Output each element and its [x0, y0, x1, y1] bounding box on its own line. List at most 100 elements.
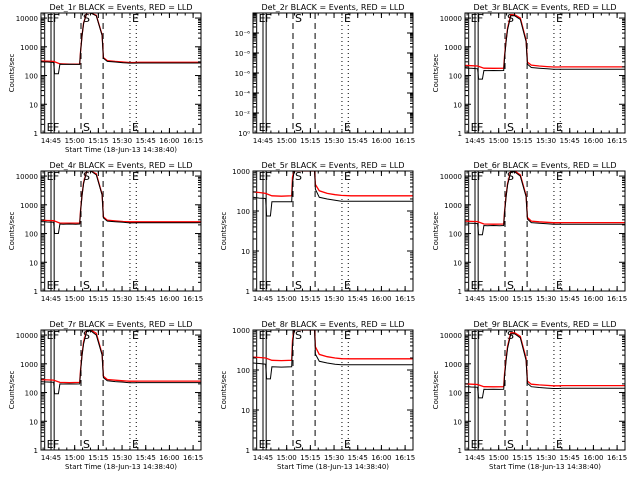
event-marker-label: E — [132, 170, 139, 183]
event-marker-label: E — [556, 12, 563, 25]
y-tick-label: 10 — [453, 259, 462, 267]
event-marker-label: F — [265, 12, 271, 25]
event-marker-label: F — [53, 121, 59, 134]
panel-title: Det_3r BLACK = Events, RED = LLD — [473, 3, 616, 12]
series-line-lld — [41, 171, 201, 224]
event-marker-label: E — [47, 329, 54, 342]
y-tick-label: 10⁰ — [238, 130, 250, 138]
series-line-lld — [41, 330, 201, 384]
y-tick-label: 1000 — [444, 44, 462, 52]
y-tick-label: 10⁻⁶ — [235, 70, 251, 78]
plot-frame — [252, 170, 414, 292]
event-marker-label: S — [507, 121, 514, 134]
panel-title: Det_4r BLACK = Events, RED = LLD — [49, 161, 192, 170]
x-tick-label: 14:45 — [253, 137, 273, 145]
event-marker-label: E — [47, 279, 54, 292]
x-tick-label: 15:45 — [348, 295, 368, 303]
event-marker-label: E — [556, 438, 563, 451]
event-marker-label: E — [259, 279, 266, 292]
y-tick-label: 1 — [458, 288, 462, 296]
y-tick-label: 1000 — [444, 202, 462, 210]
x-tick-label: 15:15 — [300, 295, 320, 303]
x-tick-label: 16:15 — [395, 295, 415, 303]
x-tick-label: 15:45 — [136, 295, 156, 303]
event-marker-label: E — [344, 329, 351, 342]
panel-title: Det_5r BLACK = Events, RED = LLD — [261, 161, 404, 170]
event-marker-label: E — [471, 329, 478, 342]
series-line-lld — [253, 330, 413, 362]
event-marker-label: E — [132, 12, 139, 25]
x-tick-label: 15:00 — [489, 137, 509, 145]
x-tick-label: 15:00 — [277, 137, 297, 145]
x-tick-label: 15:30 — [536, 454, 556, 462]
y-axis-label: Counts/sec — [432, 371, 440, 410]
y-tick-label: 1 — [458, 447, 462, 455]
x-tick-label: 15:15 — [512, 295, 532, 303]
series-line-events — [253, 171, 413, 217]
x-tick-label: 16:15 — [607, 137, 627, 145]
x-tick-label: 15:15 — [88, 137, 108, 145]
event-marker-label: S — [83, 121, 90, 134]
x-tick-label: 14:45 — [465, 454, 485, 462]
x-tick-label: 15:30 — [324, 295, 344, 303]
y-axis-label: Counts/sec — [8, 54, 16, 93]
x-axis-label: Start Time (18-Jun-13 14:38:40) — [65, 146, 177, 154]
x-tick-label: 15:00 — [277, 454, 297, 462]
x-tick-label: 16:00 — [159, 295, 179, 303]
event-marker-label: E — [471, 121, 478, 134]
y-tick-label: 10 — [453, 418, 462, 426]
event-marker-label: S — [83, 170, 90, 183]
event-marker-label: F — [53, 329, 59, 342]
y-tick-label: 1000 — [20, 44, 38, 52]
event-marker-label: E — [47, 12, 54, 25]
event-marker-label: S — [507, 438, 514, 451]
x-tick-label: 16:00 — [583, 295, 603, 303]
y-axis-label: Counts/sec — [432, 54, 440, 93]
plot-frame — [464, 170, 626, 292]
x-tick-label: 15:45 — [136, 137, 156, 145]
event-marker-label: F — [477, 329, 483, 342]
x-tick-label: 15:45 — [348, 137, 368, 145]
event-marker-label: F — [53, 170, 59, 183]
y-tick-label: 1000 — [20, 361, 38, 369]
plot-frame — [40, 329, 202, 451]
panel-title: Det_7r BLACK = Events, RED = LLD — [49, 320, 192, 329]
x-tick-label: 14:45 — [465, 295, 485, 303]
event-marker-label: E — [556, 329, 563, 342]
event-marker-label: S — [295, 279, 302, 292]
event-marker-label: F — [477, 121, 483, 134]
x-tick-label: 16:15 — [395, 454, 415, 462]
x-tick-label: 16:15 — [607, 295, 627, 303]
event-marker-label: S — [295, 329, 302, 342]
x-tick-label: 16:00 — [583, 137, 603, 145]
series-line-events — [41, 330, 201, 395]
x-axis-label: Start Time (18-Jun-13 14:38:40) — [277, 463, 389, 471]
y-axis-label: Counts/sec — [432, 212, 440, 251]
plot-frame — [40, 170, 202, 292]
panel-title: Det_2r BLACK = Events, RED = LLD — [261, 3, 404, 12]
y-tick-label: 10 — [29, 101, 38, 109]
event-marker-label: F — [477, 12, 483, 25]
panel-title: Det_6r BLACK = Events, RED = LLD — [473, 161, 616, 170]
event-marker-label: F — [477, 279, 483, 292]
x-tick-label: 16:00 — [159, 137, 179, 145]
event-marker-label: E — [47, 170, 54, 183]
y-tick-label: 10 — [241, 407, 250, 415]
event-marker-label: S — [507, 279, 514, 292]
y-tick-label: 1000 — [20, 202, 38, 210]
y-tick-label: 1 — [246, 447, 250, 455]
y-tick-label: 10 — [29, 259, 38, 267]
y-tick-label: 10000 — [440, 15, 462, 23]
x-tick-label: 15:30 — [536, 295, 556, 303]
event-marker-label: E — [344, 12, 351, 25]
y-tick-label: 10 — [29, 418, 38, 426]
x-tick-label: 15:15 — [300, 137, 320, 145]
event-marker-label: S — [83, 279, 90, 292]
event-marker-label: E — [259, 438, 266, 451]
event-marker-label: E — [344, 438, 351, 451]
x-tick-label: 15:15 — [512, 454, 532, 462]
x-tick-label: 15:45 — [560, 454, 580, 462]
